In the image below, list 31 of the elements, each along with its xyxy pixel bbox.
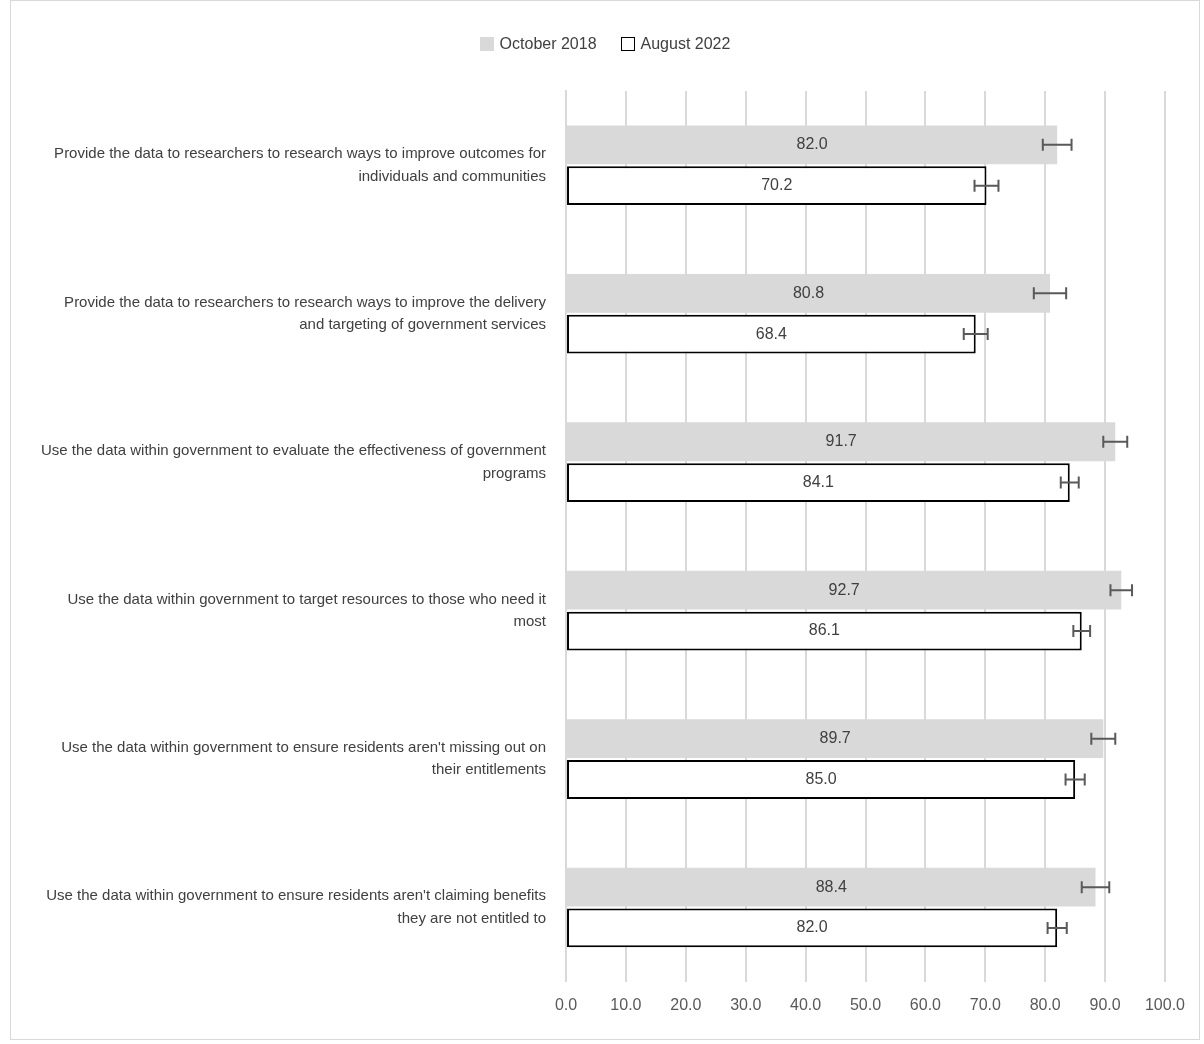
data-label: 86.1 <box>808 621 841 639</box>
x-tick-label: 0.0 <box>554 995 578 1013</box>
legend-label: October 2018 <box>499 35 597 53</box>
data-label: 89.7 <box>819 729 851 747</box>
legend-label: August 2022 <box>640 35 731 53</box>
data-label: 80.8 <box>792 283 825 301</box>
x-tick-label: 10.0 <box>610 995 642 1013</box>
data-label: 84.1 <box>802 472 835 490</box>
data-label: 70.2 <box>761 176 793 194</box>
data-label: 92.7 <box>828 580 860 598</box>
data-label: 88.4 <box>815 877 847 895</box>
y-tick-label: Use the data within government to ensure residents aren't claiming benefits they are not entitled to <box>46 886 547 926</box>
data-label: 91.7 <box>825 432 857 450</box>
x-tick-label: 50.0 <box>849 995 882 1013</box>
x-tick-label: 60.0 <box>909 995 942 1013</box>
data-label: 85.0 <box>805 769 837 787</box>
y-tick-label: Use the data within government to target resources to those who need it most <box>67 589 547 630</box>
y-tick-label: Use the data within government to ensure residents aren't missing out on their entitlements <box>61 737 547 778</box>
x-tick-label: 20.0 <box>670 995 702 1013</box>
y-tick-label: Use the data within government to evaluate the effectiveness of government programs <box>41 441 547 481</box>
x-tick-label: 80.0 <box>1029 995 1061 1013</box>
data-label: 82.0 <box>796 918 828 936</box>
x-tick-label: 30.0 <box>730 995 762 1013</box>
data-label: 82.0 <box>796 135 828 153</box>
x-tick-label: 100.0 <box>1144 995 1186 1013</box>
y-tick-label: Provide the data to researchers to research ways to improve outcomes for individuals and communities <box>54 144 547 184</box>
y-tick-label: Provide the data to researchers to research ways to improve the delivery and targeting of government services <box>64 292 547 333</box>
x-tick-label: 40.0 <box>790 995 822 1013</box>
data-label: 68.4 <box>755 324 788 342</box>
x-tick-label: 70.0 <box>969 995 1001 1013</box>
x-tick-label: 90.0 <box>1089 995 1121 1013</box>
